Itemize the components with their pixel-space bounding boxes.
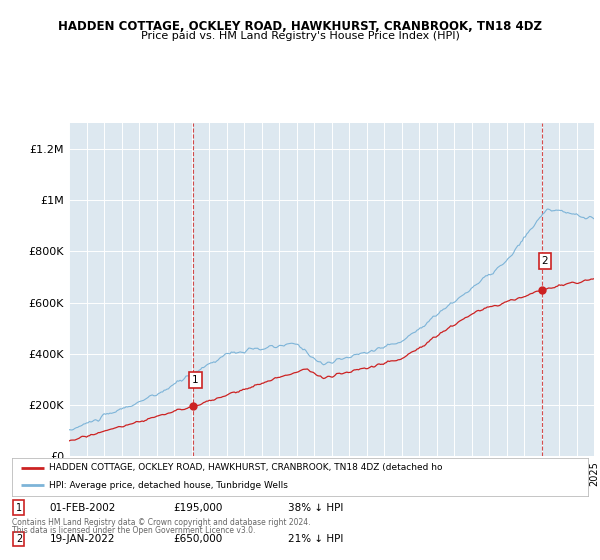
Text: 01-FEB-2002: 01-FEB-2002 (49, 503, 116, 512)
Text: 2: 2 (16, 534, 22, 544)
Text: 2: 2 (542, 256, 548, 266)
Text: 1: 1 (192, 375, 199, 385)
Text: 1: 1 (16, 503, 22, 512)
Text: HPI: Average price, detached house, Tunbridge Wells: HPI: Average price, detached house, Tunb… (49, 481, 289, 490)
Text: 38% ↓ HPI: 38% ↓ HPI (289, 503, 344, 512)
Text: HADDEN COTTAGE, OCKLEY ROAD, HAWKHURST, CRANBROOK, TN18 4DZ (detached ho: HADDEN COTTAGE, OCKLEY ROAD, HAWKHURST, … (49, 463, 443, 472)
Text: £195,000: £195,000 (173, 503, 223, 512)
Text: HADDEN COTTAGE, OCKLEY ROAD, HAWKHURST, CRANBROOK, TN18 4DZ: HADDEN COTTAGE, OCKLEY ROAD, HAWKHURST, … (58, 20, 542, 32)
Text: Price paid vs. HM Land Registry's House Price Index (HPI): Price paid vs. HM Land Registry's House … (140, 31, 460, 41)
Text: 21% ↓ HPI: 21% ↓ HPI (289, 534, 344, 544)
Text: 19-JAN-2022: 19-JAN-2022 (49, 534, 115, 544)
Text: Contains HM Land Registry data © Crown copyright and database right 2024.: Contains HM Land Registry data © Crown c… (12, 519, 311, 528)
Text: £650,000: £650,000 (173, 534, 223, 544)
Text: This data is licensed under the Open Government Licence v3.0.: This data is licensed under the Open Gov… (12, 526, 256, 535)
